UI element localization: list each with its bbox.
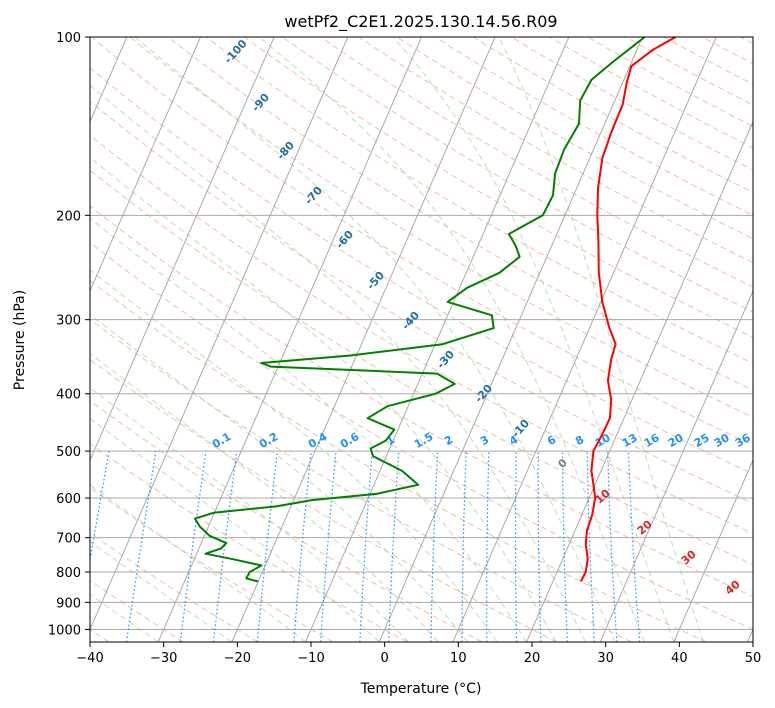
x-tick-label: 10 <box>450 651 467 666</box>
x-tick-label: 30 <box>597 651 614 666</box>
x-tick-label: −20 <box>224 651 251 666</box>
profile-lines <box>194 37 677 583</box>
y-tick-label: 800 <box>56 566 81 581</box>
mixing-ratio-line <box>256 451 278 642</box>
dry-adiabat-line <box>396 37 753 240</box>
dry-adiabat-line <box>90 358 558 642</box>
isotherm-line <box>452 37 717 642</box>
y-tick-label: 600 <box>56 492 81 507</box>
dry-adiabat-line <box>91 37 753 446</box>
dry-adiabat-line <box>282 37 753 313</box>
isotherm-line <box>90 37 349 631</box>
dry-adiabat-line <box>549 37 753 149</box>
dry-adiabat-line <box>90 318 632 642</box>
dry-adiabat-line <box>434 37 753 216</box>
dry-adiabat-line <box>511 37 753 171</box>
isotherm-line <box>90 37 275 462</box>
isotherm-line <box>231 37 496 642</box>
moist-adiabat-line <box>90 269 498 642</box>
dry-adiabat-line <box>90 67 753 475</box>
temperature-profile-line <box>580 37 677 582</box>
mixing-ratio-line <box>293 451 312 642</box>
dry-adiabat-line <box>320 37 753 288</box>
dewpoint-profile-line <box>194 37 646 583</box>
plot-background <box>90 37 753 642</box>
x-tick-label: 40 <box>671 651 688 666</box>
moist-adiabat-line <box>498 37 704 642</box>
x-axis: −40 −30 −20 −10 0 10 20 30 40 50 <box>76 642 761 666</box>
y-tick-label: 300 <box>56 314 81 329</box>
moist-adiabat-line <box>90 387 410 642</box>
isotherm-line <box>305 37 570 642</box>
moist-adiabat-line <box>90 484 306 642</box>
moist-adiabat-line <box>90 156 557 642</box>
y-axis-title: Pressure (hPa) <box>12 290 28 390</box>
y-tick-label: 200 <box>56 209 81 224</box>
dry-adiabat-line <box>472 37 753 194</box>
y-tick-label: 900 <box>56 596 81 611</box>
moist-adiabat-line <box>392 37 675 642</box>
dry-adiabat-line <box>90 205 753 598</box>
dry-adiabat-line <box>90 242 753 630</box>
isotherm-line <box>673 458 753 642</box>
y-tick-label: 700 <box>56 532 81 547</box>
x-axis-title: Temperature (°C) <box>360 681 482 697</box>
x-tick-label: 20 <box>524 651 541 666</box>
mixing-ratio-line <box>126 451 157 642</box>
x-tick-label: −40 <box>76 651 103 666</box>
y-tick-label: 100 <box>56 31 81 46</box>
moist-adiabat-line <box>90 313 468 642</box>
mixing-ratio-line <box>212 451 238 642</box>
x-tick-label: −10 <box>297 651 324 666</box>
moist-adiabat-line <box>90 84 586 642</box>
mixing-ratio-line <box>320 451 337 642</box>
moist-adiabat-line <box>134 37 616 642</box>
chart-title: wetPf2_C2E1.2025.130.14.56.R09 <box>284 12 557 32</box>
plot-frame <box>89 36 754 643</box>
mixing-ratio-line <box>179 451 207 642</box>
isotherm-line <box>157 37 422 642</box>
x-tick-label: 0 <box>381 651 389 666</box>
y-axis: 100 200 300 400 500 600 700 800 900 1000 <box>48 31 90 638</box>
dry-adiabat-line <box>358 37 753 264</box>
x-tick-label: −30 <box>150 651 177 666</box>
isotherm-line <box>526 120 753 642</box>
moist-adiabat-line <box>90 418 380 642</box>
y-tick-label: 1000 <box>48 623 81 638</box>
moist-adiabat-line <box>90 593 159 642</box>
moist-adiabat-line <box>90 217 527 642</box>
y-tick-label: 400 <box>56 388 81 403</box>
dry-adiabat-line <box>90 134 753 535</box>
isotherm-line <box>378 37 643 642</box>
y-tick-label: 500 <box>56 445 81 460</box>
isotherm-line <box>599 289 753 642</box>
dry-adiabat-line <box>90 169 753 566</box>
moist-adiabat-line <box>90 540 233 642</box>
x-tick-label: 50 <box>745 651 762 666</box>
isotherm-line <box>90 37 201 293</box>
